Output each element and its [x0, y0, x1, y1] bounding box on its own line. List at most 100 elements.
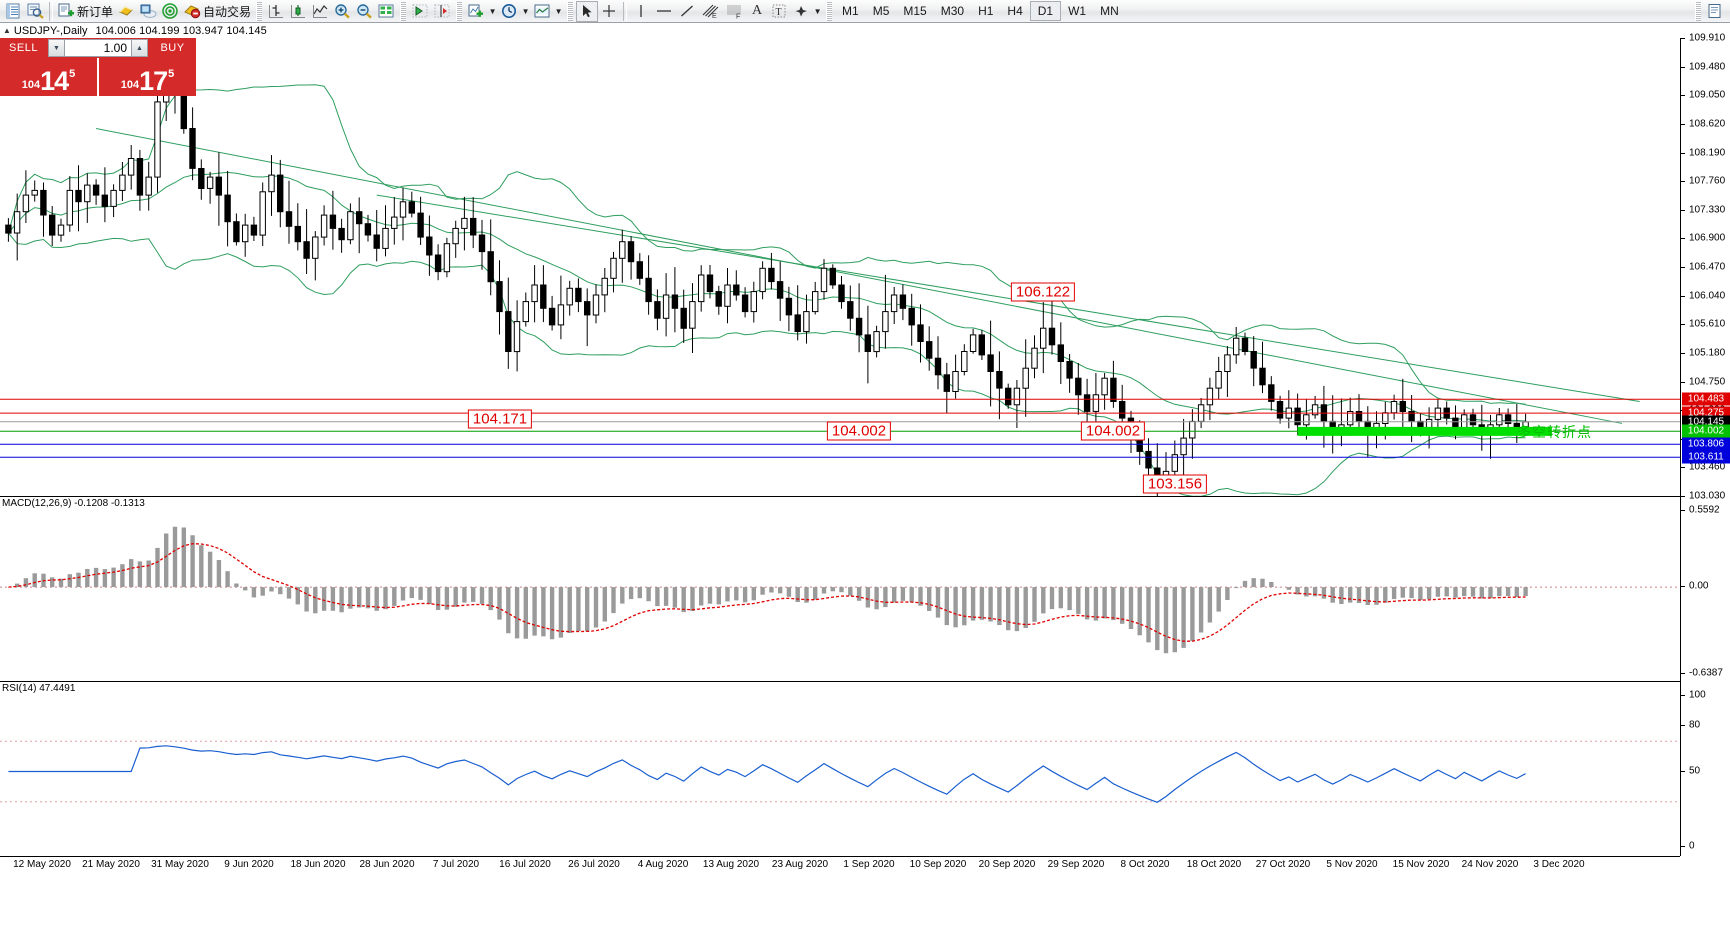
chinese-text-annotation[interactable]: 多空转折点	[1517, 424, 1592, 440]
price-tick-mark	[1681, 181, 1685, 183]
date-tick-label: 18 Oct 2020	[1186, 859, 1242, 870]
rsi-tick-mark	[1681, 725, 1685, 727]
data-window-icon[interactable]	[24, 1, 46, 22]
price-annotation[interactable]: 104.171	[467, 409, 533, 429]
symbol-header: ▲ USDJPY-,Daily 104.006 104.199 103.947 …	[0, 23, 1680, 38]
date-tick-label: 21 May 2020	[82, 859, 140, 870]
fibonacci-tool[interactable]: F	[722, 1, 746, 22]
price-tick-mark	[1681, 38, 1685, 39]
toolbar-grip	[256, 1, 263, 21]
text-label-tool[interactable]: T	[768, 1, 790, 22]
buy-price[interactable]: 104 17 5	[97, 58, 196, 96]
price-tick-mark	[1681, 467, 1685, 469]
signals-icon[interactable]	[159, 1, 181, 22]
price-tick-label: 107.330	[1689, 204, 1726, 216]
metaeditor-icon[interactable]	[137, 1, 159, 22]
symbol-name: USDJPY-,Daily	[13, 24, 88, 37]
symbol-collapse-arrow[interactable]: ▲	[3, 26, 11, 35]
crosshair-tool[interactable]	[598, 1, 620, 22]
volume-input[interactable]: 1.00	[65, 39, 131, 57]
indicators-icon[interactable]	[465, 1, 487, 22]
trade-panel-top-row: SELL ▼ 1.00 ▲ BUY	[0, 38, 196, 58]
timeframe-m15[interactable]: M15	[903, 4, 927, 18]
timeframe-m30[interactable]: M30	[940, 4, 965, 18]
price-tick-label: 103.030	[1689, 490, 1726, 502]
toolbar-grip-4	[567, 1, 574, 21]
price-pane[interactable]: 106.122 104.171 104.002 104.002 103.156 多空转折点	[0, 38, 1680, 496]
date-tick-label: 20 Sep 2020	[978, 859, 1036, 870]
price-tick-label: 106.900	[1689, 232, 1726, 244]
shapes-tool[interactable]	[790, 1, 812, 22]
svg-text:T: T	[776, 7, 782, 18]
buy-button[interactable]: BUY	[149, 38, 196, 58]
rsi-tick-mark	[1681, 695, 1685, 696]
price-level-badge[interactable]: 103.806	[1682, 437, 1730, 451]
date-tick-label: 31 May 2020	[151, 859, 209, 870]
periods-dropdown-caret[interactable]: ▼	[521, 6, 530, 16]
price-annotation[interactable]: 104.002	[1080, 421, 1146, 441]
price-tick-label: 107.760	[1689, 175, 1726, 187]
shapes-dropdown-caret[interactable]: ▼	[813, 6, 822, 16]
timeframe-m1[interactable]: M1	[842, 4, 859, 18]
line-chart-icon[interactable]	[309, 1, 331, 22]
date-tick-label: 12 May 2020	[13, 859, 71, 870]
timeframe-m5[interactable]: M5	[872, 4, 890, 18]
sell-button[interactable]: SELL	[0, 38, 47, 58]
macd-tick-bottom: -0.6387	[1689, 667, 1723, 679]
chart-container[interactable]: 106.122 104.171 104.002 104.002 103.156 多空转折点…	[0, 33, 1730, 939]
date-tick-label: 27 Oct 2020	[1255, 859, 1311, 870]
timeframe-h1[interactable]: H1	[978, 4, 994, 18]
price-tick-label: 105.610	[1689, 318, 1726, 330]
new-order-button[interactable]: 新订单	[56, 1, 115, 22]
candlestick-chart-icon[interactable]	[287, 1, 309, 22]
volume-increment-button[interactable]: ▲	[131, 39, 148, 57]
new-order-label: 新订单	[77, 4, 114, 19]
sell-price[interactable]: 104 14 5	[0, 58, 97, 96]
templates-icon[interactable]	[531, 1, 553, 22]
zoom-in-icon[interactable]	[331, 1, 353, 22]
market-watch-icon[interactable]	[2, 1, 24, 22]
price-level-badge[interactable]: 104.483	[1682, 392, 1730, 406]
trendline-tool[interactable]	[676, 1, 698, 22]
price-annotation[interactable]: 103.156	[1142, 474, 1208, 494]
date-tick-label: 28 Jun 2020	[359, 859, 415, 870]
timeframe-mn[interactable]: MN	[1100, 4, 1119, 18]
macd-pane[interactable]: MACD(12,26,9) -0.1208 -0.1313	[0, 496, 1680, 681]
date-tick-label: 18 Jun 2020	[290, 859, 346, 870]
volume-decrement-button[interactable]: ▼	[48, 39, 65, 57]
timeframe-d1[interactable]: D1	[1029, 1, 1062, 21]
macd-title: MACD(12,26,9) -0.1208 -0.1313	[2, 498, 145, 509]
bar-chart-icon[interactable]	[265, 1, 287, 22]
price-annotation[interactable]: 104.002	[826, 421, 892, 441]
text-tool[interactable]: A	[751, 3, 763, 18]
auto-scroll-icon[interactable]	[409, 1, 431, 22]
date-tick-label: 29 Sep 2020	[1047, 859, 1105, 870]
price-tick-label: 109.480	[1689, 61, 1726, 73]
vertical-line-tool[interactable]	[630, 1, 652, 22]
chart-shift-icon[interactable]	[375, 1, 397, 22]
properties-icon[interactable]	[1704, 1, 1726, 22]
autotrading-button[interactable]: 自动交易	[181, 1, 253, 22]
price-annotation[interactable]: 106.122	[1010, 282, 1076, 302]
periods-icon[interactable]	[498, 1, 520, 22]
equidistant-channel-tool[interactable]: E	[698, 1, 722, 22]
rsi-pane[interactable]: RSI(14) 47.4491	[0, 681, 1680, 856]
price-tick-label: 109.910	[1689, 32, 1726, 44]
horizontal-line-tool[interactable]	[652, 1, 676, 22]
price-tick-mark	[1681, 496, 1685, 497]
rsi-tick-label: 80	[1689, 719, 1701, 731]
templates-dropdown-caret[interactable]: ▼	[554, 6, 563, 16]
expert-advisors-icon[interactable]	[115, 1, 137, 22]
chart-shift-end-icon[interactable]	[431, 1, 453, 22]
timeframe-w1[interactable]: W1	[1068, 4, 1087, 18]
date-scale[interactable]: 12 May 2020 21 May 2020 31 May 2020 9 Jun 2…	[0, 856, 1680, 872]
price-tick-mark	[1681, 267, 1685, 268]
date-tick-label: 1 Sep 2020	[843, 859, 895, 870]
price-scale[interactable]: 109.910 109.480 109.050 108.620 108.190 107.7…	[1680, 33, 1730, 856]
price-level-badge[interactable]: 103.611	[1682, 450, 1730, 464]
cursor-tool[interactable]	[576, 0, 599, 22]
timeframe-h4[interactable]: H4	[1007, 4, 1023, 18]
indicators-dropdown-caret[interactable]: ▼	[488, 6, 497, 16]
price-level-badge[interactable]: 104.002	[1682, 424, 1730, 438]
zoom-out-icon[interactable]	[353, 1, 375, 22]
